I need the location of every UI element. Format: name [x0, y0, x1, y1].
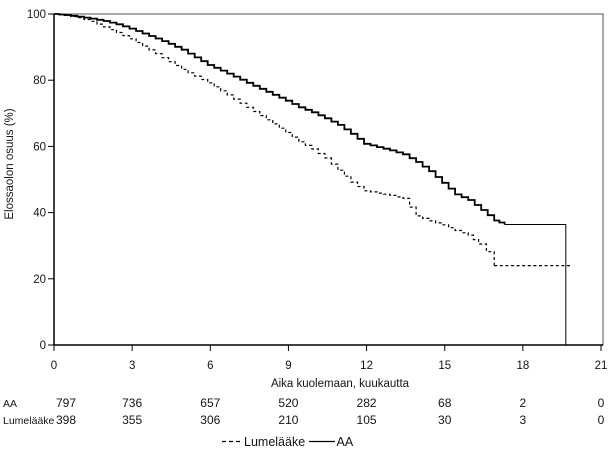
curve-aa: [54, 13, 506, 225]
y-tick-label: 100: [27, 9, 46, 21]
legend-label: AA: [337, 435, 354, 449]
risk-value: 736: [122, 396, 142, 410]
risk-value: 355: [122, 413, 142, 427]
axis-lines: [53, 14, 603, 346]
x-tick-label: 15: [438, 360, 451, 372]
risk-value: 282: [357, 396, 377, 410]
y-axis-ticks: 0 20 40 60 80 100: [27, 9, 54, 352]
risk-value: 0: [598, 396, 605, 410]
risk-value: 520: [278, 396, 298, 410]
survival-curves: [54, 13, 573, 345]
x-tick-label: 0: [51, 360, 57, 372]
y-axis-title: Elossaolon osuus (%): [4, 108, 16, 219]
y-tick-label: 20: [33, 274, 46, 286]
x-tick-label: 21: [595, 360, 608, 372]
risk-value: 797: [56, 396, 76, 410]
x-tick-label: 18: [516, 360, 529, 372]
y-tick-label: 40: [33, 208, 46, 220]
x-tick-label: 6: [207, 360, 213, 372]
legend: Lumelääke AA: [222, 435, 354, 449]
risk-value: 2: [520, 396, 527, 410]
x-tick-label: 3: [129, 360, 135, 372]
risk-table: AA 797 736 657 520 282 68 2 0 Lumelääke 398 355 306 2…: [3, 396, 605, 427]
risk-value: 210: [278, 413, 298, 427]
x-axis-title: Aika kuolemaan, kuukautta: [271, 378, 410, 390]
risk-value: 306: [200, 413, 220, 427]
risk-value: 657: [200, 396, 220, 410]
y-tick-label: 80: [33, 75, 46, 87]
x-tick-label: 12: [360, 360, 373, 372]
risk-value: 3: [520, 413, 527, 427]
risk-value: 68: [438, 396, 452, 410]
risk-value: 30: [438, 413, 452, 427]
x-axis-ticks: 0 3 6 9 12 15 18 21: [51, 345, 608, 372]
risk-row-label: AA: [3, 398, 17, 410]
legend-label: Lumelääke: [244, 435, 305, 449]
risk-value: 0: [598, 413, 605, 427]
x-tick-label: 9: [285, 360, 291, 372]
risk-row-label: Lumelääke: [3, 415, 55, 427]
curve-tail-aa: [504, 224, 567, 345]
risk-value: 105: [357, 413, 377, 427]
risk-value: 398: [56, 413, 76, 427]
plot-frame: [53, 13, 604, 346]
y-tick-label: 60: [33, 141, 46, 153]
curve-lumelaake: [54, 13, 495, 266]
y-tick-label: 0: [40, 340, 46, 352]
